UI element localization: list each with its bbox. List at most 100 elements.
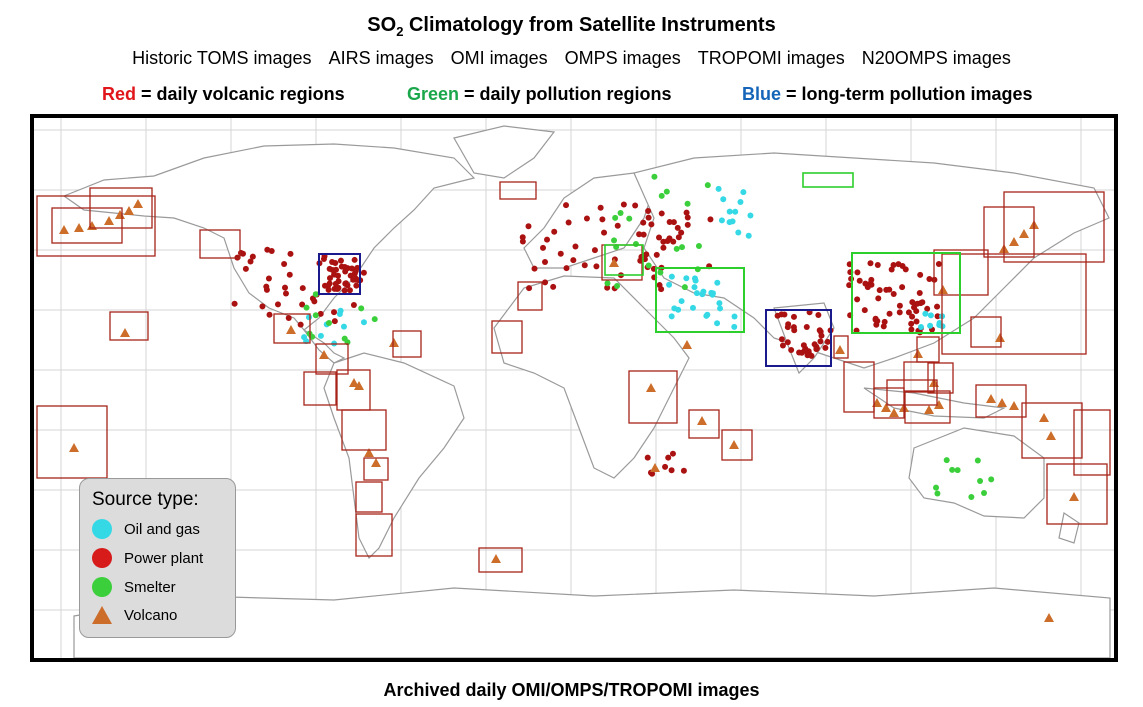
source-marker [896, 302, 903, 309]
region-box[interactable] [36, 195, 156, 257]
region-box[interactable] [904, 390, 951, 424]
source-marker [714, 279, 721, 286]
region-box[interactable] [199, 229, 241, 259]
region-box[interactable] [843, 361, 875, 413]
source-marker [663, 188, 670, 195]
link-omps[interactable]: OMPS images [564, 48, 681, 68]
oil-gas-icon [92, 519, 112, 539]
volcano-marker [934, 400, 944, 409]
region-box[interactable] [1073, 409, 1111, 476]
source-marker [326, 265, 333, 272]
region-box[interactable] [109, 311, 149, 341]
source-marker [620, 201, 627, 208]
region-box[interactable] [833, 335, 849, 359]
source-marker [811, 341, 818, 348]
link-airs[interactable]: AIRS images [328, 48, 434, 68]
link-n20omps[interactable]: N20OMPS images [861, 48, 1011, 68]
region-box[interactable] [499, 181, 537, 200]
source-marker [249, 253, 256, 260]
region-box[interactable] [970, 316, 1002, 348]
red-word: Red [102, 84, 137, 104]
region-box[interactable] [51, 207, 123, 244]
source-marker [542, 279, 549, 286]
source-marker [689, 304, 696, 311]
region-box[interactable] [315, 343, 349, 375]
link-tropomi[interactable]: TROPOMI images [697, 48, 845, 68]
region-box[interactable] [886, 379, 938, 406]
source-marker [540, 244, 547, 251]
region-box[interactable] [983, 206, 1035, 258]
region-box[interactable] [604, 244, 644, 276]
source-marker [924, 305, 931, 312]
source-marker [778, 336, 785, 343]
source-marker [861, 307, 868, 314]
source-marker [309, 295, 316, 302]
source-marker [683, 275, 690, 282]
source-marker [344, 282, 351, 289]
region-box[interactable] [517, 281, 543, 311]
region-box[interactable] [491, 320, 523, 354]
region-box[interactable] [655, 267, 745, 333]
source-marker [657, 269, 664, 276]
source-marker [591, 247, 598, 254]
source-marker [626, 215, 633, 222]
source-marker [649, 470, 656, 477]
region-box[interactable] [628, 370, 678, 424]
region-box[interactable] [721, 429, 753, 461]
region-box[interactable] [1003, 191, 1105, 263]
source-marker [934, 490, 941, 497]
source-marker [867, 260, 874, 267]
source-marker [714, 320, 721, 327]
region-box[interactable] [927, 362, 954, 394]
region-box[interactable] [903, 361, 935, 393]
region-box[interactable] [341, 409, 387, 451]
source-marker [353, 282, 360, 289]
source-marker [670, 219, 677, 226]
source-marker [669, 450, 676, 457]
source-marker [856, 277, 863, 284]
region-box[interactable] [975, 384, 1027, 418]
region-box[interactable] [765, 309, 832, 367]
region-box[interactable] [688, 409, 720, 439]
region-box[interactable] [363, 457, 389, 481]
region-box[interactable] [36, 405, 108, 479]
link-omi[interactable]: OMI images [450, 48, 548, 68]
source-marker [934, 303, 941, 310]
source-marker [854, 269, 861, 276]
source-marker [282, 284, 289, 291]
region-box[interactable] [355, 513, 393, 557]
source-marker [868, 276, 875, 283]
source-marker [303, 304, 310, 311]
source-marker [331, 309, 338, 316]
source-marker [709, 290, 716, 297]
source-marker [905, 309, 912, 316]
archive-link[interactable]: Archived daily OMI/OMPS/TROPOMI images [383, 680, 760, 700]
smelter-icon [92, 577, 112, 597]
region-box[interactable] [802, 172, 854, 188]
region-box[interactable] [873, 387, 905, 419]
region-box[interactable] [355, 481, 383, 513]
source-marker [550, 283, 557, 290]
australia [908, 427, 1045, 519]
source-marker [664, 238, 671, 245]
volcano-marker [835, 345, 845, 354]
region-boxes [36, 172, 1111, 573]
region-box[interactable] [303, 371, 337, 406]
source-marker [908, 320, 915, 327]
link-historic-toms[interactable]: Historic TOMS images [132, 48, 312, 68]
region-box[interactable] [941, 253, 1087, 355]
region-box[interactable] [478, 547, 523, 573]
source-marker [977, 478, 984, 485]
volcano-marker [1019, 229, 1029, 238]
region-box[interactable] [1046, 463, 1108, 525]
source-marker [918, 323, 925, 330]
south-america [323, 352, 465, 560]
region-box[interactable] [851, 252, 961, 334]
source-marker [636, 231, 643, 238]
region-box[interactable] [318, 253, 361, 295]
region-box[interactable] [1021, 402, 1083, 459]
source-marker [526, 285, 533, 292]
region-box[interactable] [89, 187, 153, 229]
region-box[interactable] [392, 330, 422, 358]
region-box[interactable] [273, 313, 311, 344]
